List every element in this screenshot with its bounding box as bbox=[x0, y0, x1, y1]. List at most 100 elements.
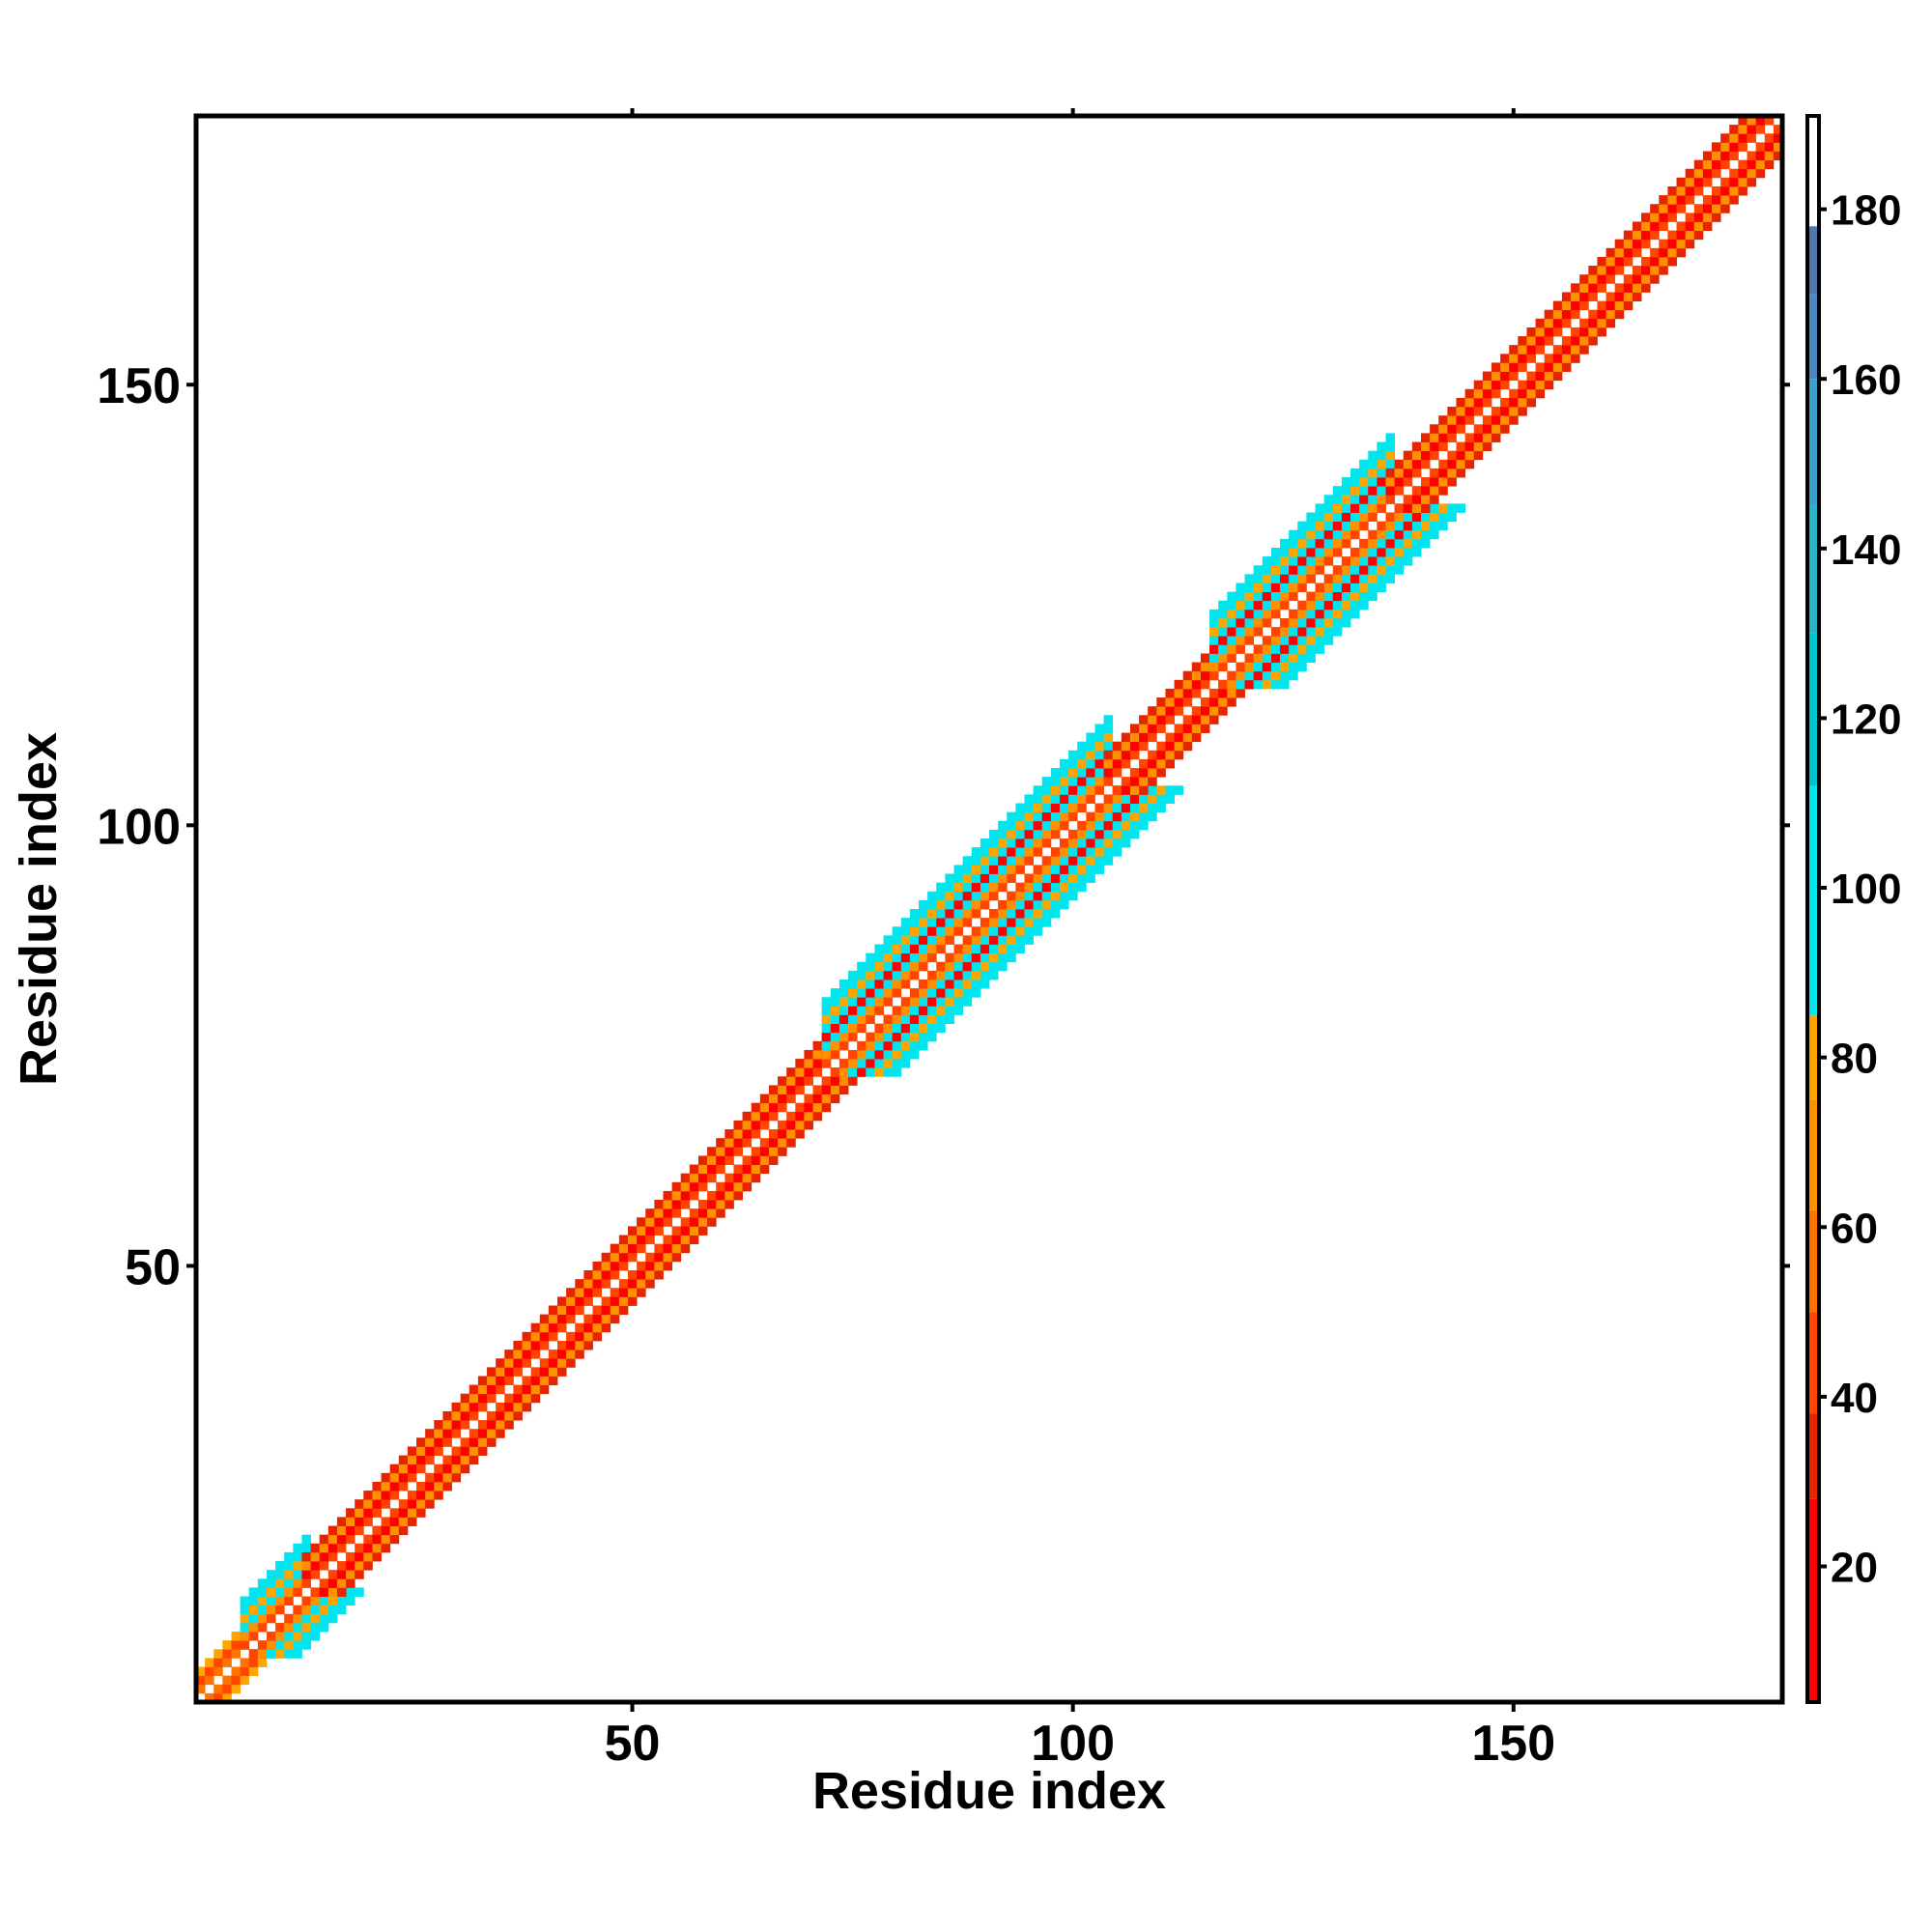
heatmap-cell bbox=[1579, 283, 1589, 293]
heatmap-cell bbox=[1059, 785, 1069, 795]
heatmap-cell bbox=[1500, 397, 1510, 408]
heatmap-cell bbox=[205, 1666, 214, 1677]
heatmap-cell bbox=[592, 1322, 603, 1333]
heatmap-cell bbox=[407, 1508, 417, 1518]
heatmap-cell bbox=[618, 1279, 629, 1289]
heatmap-cell bbox=[336, 1596, 347, 1606]
colorbar-band bbox=[1807, 1014, 1819, 1100]
heatmap-cell bbox=[240, 1613, 250, 1624]
heatmap-cell bbox=[1050, 768, 1061, 778]
heatmap-cell bbox=[1209, 644, 1219, 654]
heatmap-cell bbox=[768, 1111, 779, 1122]
colorbar-tick-label: 80 bbox=[1831, 1036, 1878, 1083]
heatmap-cell bbox=[962, 873, 973, 884]
heatmap-cell bbox=[645, 1279, 655, 1289]
heatmap-cell bbox=[1280, 679, 1290, 690]
heatmap-cell bbox=[522, 1340, 532, 1350]
heatmap-cell bbox=[759, 1147, 770, 1156]
heatmap-cell bbox=[654, 1270, 664, 1280]
heatmap-cell bbox=[1094, 820, 1104, 831]
heatmap-cell bbox=[451, 1472, 462, 1483]
heatmap-cell bbox=[1182, 670, 1193, 681]
heatmap-cell bbox=[663, 1200, 672, 1209]
heatmap-cell bbox=[583, 1270, 593, 1280]
heatmap-cell bbox=[919, 988, 928, 998]
heatmap-cell bbox=[919, 909, 928, 919]
heatmap-cell bbox=[1473, 407, 1484, 416]
heatmap-cell bbox=[1464, 407, 1475, 416]
heatmap-cell bbox=[355, 1551, 364, 1562]
heatmap-cell bbox=[697, 1155, 708, 1165]
heatmap-cell bbox=[663, 1252, 672, 1263]
heatmap-cell bbox=[1015, 838, 1025, 848]
colorbar-band bbox=[1807, 294, 1819, 380]
heatmap-cell bbox=[680, 1181, 691, 1192]
heatmap-cell bbox=[716, 1181, 725, 1192]
heatmap-cell bbox=[575, 1288, 584, 1297]
heatmap-cell bbox=[1218, 697, 1228, 707]
heatmap-cell bbox=[1341, 486, 1351, 496]
heatmap-cell bbox=[1236, 688, 1245, 698]
heatmap-cell bbox=[327, 1543, 338, 1553]
heatmap-cell bbox=[1033, 838, 1043, 848]
heatmap-cell bbox=[319, 1613, 329, 1624]
heatmap-cell bbox=[1121, 741, 1131, 752]
heatmap-cell bbox=[1464, 441, 1475, 452]
x-tick-label: 150 bbox=[1471, 1716, 1555, 1772]
heatmap-cell bbox=[883, 952, 894, 963]
heatmap-cell bbox=[1473, 388, 1484, 399]
heatmap-cell bbox=[346, 1596, 355, 1606]
heatmap-cell bbox=[962, 970, 973, 980]
heatmap-cell bbox=[759, 1111, 770, 1122]
heatmap-cell bbox=[637, 1279, 646, 1289]
heatmap-cell bbox=[539, 1367, 550, 1377]
heatmap-cell bbox=[1464, 450, 1475, 461]
heatmap-cell bbox=[1262, 556, 1272, 566]
heatmap-cell bbox=[1420, 538, 1431, 549]
heatmap-cell bbox=[962, 961, 973, 972]
heatmap-cell bbox=[1438, 415, 1448, 425]
heatmap-cell bbox=[1341, 495, 1351, 504]
heatmap-cell bbox=[1200, 679, 1210, 690]
heatmap-cell bbox=[451, 1446, 462, 1456]
heatmap-cell bbox=[1059, 838, 1069, 848]
heatmap-cell bbox=[1050, 882, 1061, 893]
heatmap-cell bbox=[1438, 468, 1448, 478]
heatmap-cell bbox=[953, 926, 964, 936]
heatmap-cell bbox=[1500, 424, 1510, 434]
heatmap-cell bbox=[1156, 768, 1166, 778]
heatmap-cell bbox=[610, 1296, 620, 1306]
heatmap-cell bbox=[980, 856, 990, 866]
heatmap-cell bbox=[425, 1455, 435, 1465]
heatmap-cell bbox=[821, 1014, 832, 1024]
heatmap-cell bbox=[1411, 468, 1422, 478]
heatmap-cell bbox=[1438, 503, 1448, 513]
heatmap-cell bbox=[1227, 653, 1236, 663]
heatmap-cell bbox=[900, 918, 911, 927]
heatmap-cell bbox=[1191, 706, 1202, 716]
colorbar-band bbox=[1807, 1099, 1819, 1210]
heatmap-cell bbox=[1420, 495, 1431, 504]
heatmap-cell bbox=[945, 952, 954, 963]
heatmap-cell bbox=[1447, 407, 1457, 416]
heatmap-cell bbox=[927, 952, 937, 963]
heatmap-cell bbox=[610, 1305, 620, 1316]
heatmap-cell bbox=[680, 1226, 691, 1236]
heatmap-cell bbox=[372, 1508, 382, 1518]
heatmap-cell bbox=[998, 926, 1008, 936]
heatmap-cell bbox=[1077, 820, 1087, 831]
heatmap-cell bbox=[1236, 582, 1245, 592]
heatmap-cell bbox=[945, 909, 954, 919]
heatmap-cell bbox=[539, 1376, 550, 1385]
heatmap-cell bbox=[310, 1632, 321, 1641]
heatmap-cell bbox=[1561, 354, 1572, 363]
heatmap-cell bbox=[936, 918, 946, 927]
heatmap-cell bbox=[1139, 811, 1149, 822]
heatmap-cell bbox=[1500, 362, 1510, 372]
heatmap-cell bbox=[557, 1350, 567, 1359]
heatmap-cell bbox=[1702, 221, 1713, 231]
heatmap-cell bbox=[1702, 159, 1713, 170]
heatmap-cell bbox=[1007, 909, 1016, 919]
heatmap-cell bbox=[1588, 266, 1598, 275]
heatmap-cell bbox=[1641, 230, 1651, 241]
